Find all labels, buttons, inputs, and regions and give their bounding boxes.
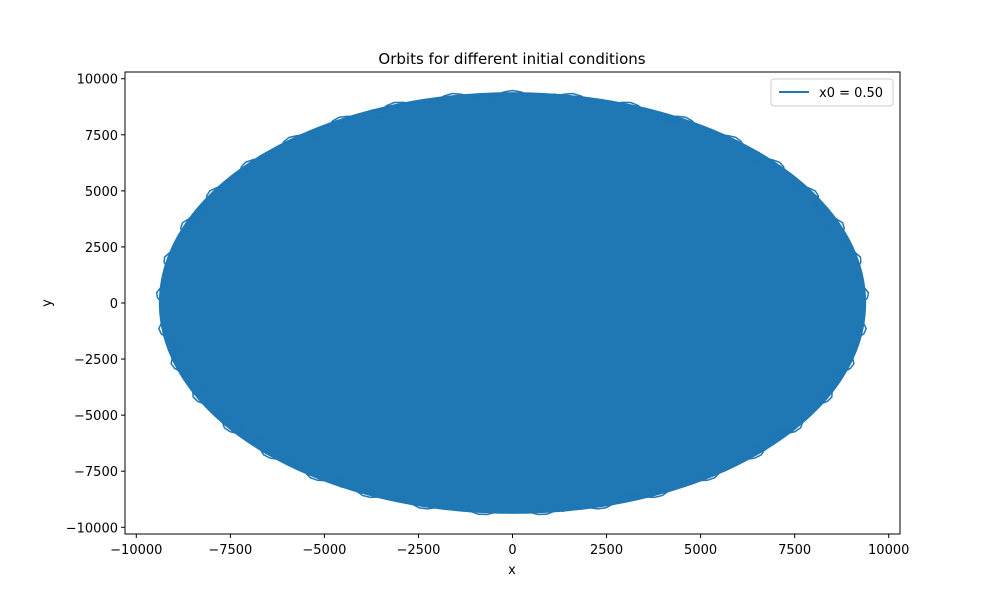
x-tick-label: 5000 bbox=[684, 543, 717, 558]
legend: x0 = 0.50 bbox=[770, 78, 894, 107]
y-tick-label: −7500 bbox=[74, 465, 118, 480]
x-tick-label: −5000 bbox=[302, 543, 346, 558]
x-axis-ticks: −10000 −7500 −5000 −2500 0 2500 5000 7500 10000 bbox=[110, 534, 909, 558]
y-tick-label: −10000 bbox=[66, 521, 118, 536]
x-tick-label: 0 bbox=[508, 543, 516, 558]
y-tick-label: −2500 bbox=[74, 353, 118, 368]
y-tick-label: 0 bbox=[110, 297, 118, 312]
y-tick-label: 2500 bbox=[85, 241, 118, 256]
orbit-line-1 bbox=[159, 92, 866, 514]
y-axis-ticks: −10000 −7500 −5000 −2500 0 2500 5000 7500 10000 bbox=[66, 73, 125, 536]
x-tick-label: 7500 bbox=[778, 543, 811, 558]
x-tick-label: −10000 bbox=[110, 543, 162, 558]
y-tick-label: 10000 bbox=[77, 73, 118, 88]
orbit-fill bbox=[158, 92, 867, 514]
chart-title: Orbits for different initial conditions bbox=[378, 50, 645, 68]
y-tick-label: −5000 bbox=[74, 409, 118, 424]
legend-label: x0 = 0.50 bbox=[819, 86, 883, 101]
orbit-line-0 bbox=[155, 89, 870, 516]
legend-box bbox=[770, 78, 894, 107]
x-tick-label: 10000 bbox=[868, 543, 909, 558]
x-tick-label: −2500 bbox=[396, 543, 440, 558]
x-tick-label: 2500 bbox=[590, 543, 623, 558]
y-axis-label: y bbox=[40, 299, 55, 307]
x-axis-label: x bbox=[508, 563, 516, 578]
y-tick-label: 7500 bbox=[85, 129, 118, 144]
orbit-line-2 bbox=[162, 94, 862, 512]
plot-area bbox=[155, 89, 870, 516]
y-tick-label: 5000 bbox=[85, 185, 118, 200]
x-tick-label: −7500 bbox=[208, 543, 252, 558]
